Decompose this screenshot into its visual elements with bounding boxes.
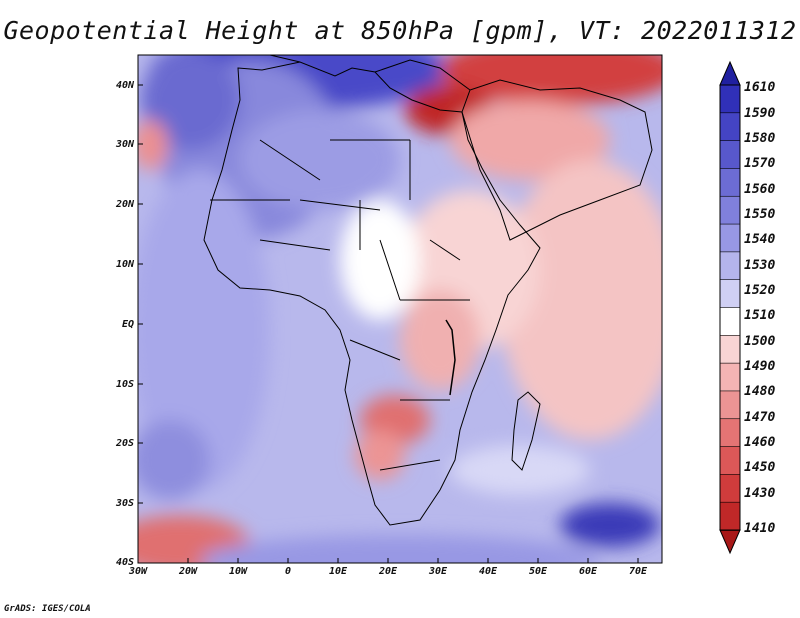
colorbar-label: 1580 [744,131,776,146]
lat-label: 30S [115,498,134,509]
colorbar-label: 1430 [744,486,776,501]
lat-label: 20S [115,438,134,449]
colorbar-label: 1480 [744,384,776,399]
colorbar-label: 1540 [744,232,776,247]
height-field [138,55,662,563]
lat-label: 10S [115,379,134,390]
colorbar-label: 1530 [744,258,776,273]
lon-label: 70E [628,566,648,577]
lat-label: EQ [121,319,134,330]
lat-label: 40S [115,557,134,568]
colorbar-segment [719,84,741,114]
colorbar-label: 1550 [744,207,776,222]
colorbar-segment [719,168,741,198]
colorbar-label: 1590 [744,106,776,121]
colorbar-segment [719,362,741,392]
colorbar-label: 1610 [744,80,776,95]
lon-label: 40E [478,566,498,577]
colorbar-label: 1490 [744,359,776,374]
colorbar-segment [719,446,741,476]
lon-label: 30W [128,566,148,577]
colorbar-label: 1520 [744,283,776,298]
lon-label: 20E [378,566,398,577]
colorbar-segment [719,140,741,170]
plot-frame [137,54,663,564]
colorbar-label: 1410 [744,521,776,536]
colorbar-segment [719,112,741,142]
colorbar-label: 1460 [744,435,776,450]
lat-label: 10N [115,259,134,270]
map-title: Geopotential Height at 850hPa [gpm], VT:… [3,16,797,45]
colorbar-label: 1470 [744,410,776,425]
colorbar-segment [719,390,741,420]
lon-label: 20W [178,566,198,577]
lon-label: 10W [228,566,248,577]
colorbar-segment [719,195,741,225]
colorbar-segment [719,335,741,364]
colorbar-label: 1510 [744,308,776,323]
colorbar-segment [719,418,741,448]
lon-label: 0 [284,566,292,577]
coastlines [203,55,653,526]
colorbar-label: 1450 [744,460,776,475]
colorbar-segment [719,279,741,309]
colorbar-label: 1500 [744,334,776,349]
colorbar [719,60,741,555]
lon-label: 10E [328,566,348,577]
colorbar-segment [719,307,741,337]
colorbar-top-arrow [719,60,741,86]
credit-text: GrADS: IGES/COLA [4,604,91,614]
colorbar-label: 1560 [744,182,776,197]
lon-label: 50E [528,566,548,577]
colorbar-bottom-arrow [719,529,741,555]
lat-label: 20N [115,199,134,210]
colorbar-segment [719,474,741,503]
lon-label: 60E [578,566,598,577]
colorbar-label: 1570 [744,156,776,171]
lat-label: 30N [115,139,134,150]
colorbar-segment [719,501,741,531]
colorbar-segment [719,251,741,281]
lon-label: 30E [428,566,448,577]
colorbar-segment [719,223,741,253]
lat-label: 40N [115,80,134,91]
axis-ticks [138,84,639,563]
